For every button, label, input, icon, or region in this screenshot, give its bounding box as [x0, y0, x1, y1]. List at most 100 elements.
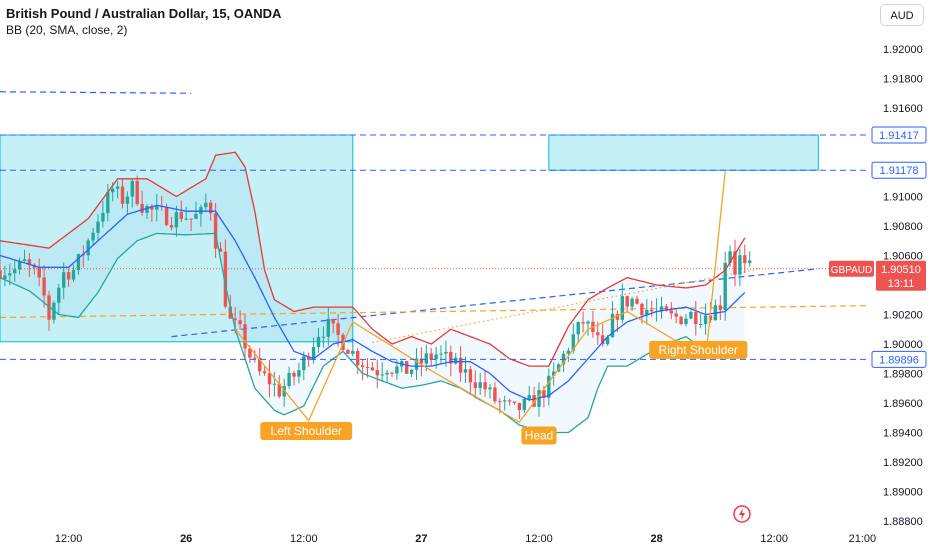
candle	[444, 351, 448, 354]
candle	[302, 356, 306, 371]
bb-upper-line	[0, 151, 746, 367]
level-price-label-box	[871, 350, 927, 368]
candle	[669, 310, 673, 314]
candle	[135, 180, 139, 204]
annotation-box	[521, 426, 557, 445]
symbol-label-box	[829, 260, 874, 277]
chart-title: British Pound / Australian Dollar, 15, O…	[6, 6, 282, 21]
candle	[22, 259, 27, 261]
time-tick-label: 12:00	[760, 533, 788, 545]
candle	[316, 336, 321, 348]
candle	[743, 255, 747, 264]
price-tick-label: 1.92000	[883, 44, 923, 56]
zone-rectangle	[548, 134, 819, 171]
bb-fill	[0, 152, 745, 433]
candle	[0, 270, 2, 280]
price-tick-label: 1.90600	[883, 251, 923, 263]
candle	[498, 401, 502, 403]
candle	[458, 357, 463, 373]
candle	[96, 221, 100, 233]
candle	[282, 386, 286, 397]
candle	[204, 202, 208, 208]
currency-button[interactable]: AUD	[880, 4, 924, 26]
candle	[111, 188, 115, 193]
candle	[238, 320, 242, 325]
time-tick-label: 12:00	[525, 533, 553, 545]
symbol-label: GBPAUD	[831, 265, 873, 276]
candle	[13, 269, 17, 274]
candle	[689, 312, 693, 319]
candle	[664, 306, 669, 311]
candle	[228, 306, 232, 319]
candle	[503, 400, 507, 402]
candle	[336, 323, 340, 335]
candle	[733, 251, 737, 275]
candle	[115, 186, 120, 189]
candle	[223, 251, 228, 307]
price-tick-label: 1.89000	[883, 487, 923, 499]
candle	[47, 295, 51, 320]
candle	[468, 369, 473, 383]
trendline	[0, 91, 192, 94]
level-price-label-box	[871, 126, 927, 144]
candle	[365, 366, 370, 368]
candle	[233, 318, 237, 321]
annotation-label: Left Shoulder	[271, 424, 342, 438]
candle	[248, 348, 252, 358]
candle	[620, 296, 624, 320]
candle	[125, 196, 130, 204]
candle	[449, 351, 453, 364]
candle	[738, 255, 742, 275]
price-tick-label: 1.90200	[883, 310, 923, 322]
price-tick-label: 1.89600	[883, 398, 923, 410]
candle	[174, 212, 179, 228]
candle	[164, 206, 169, 226]
candle	[292, 372, 296, 377]
candle	[307, 356, 311, 360]
indicator-label[interactable]: BB (20, SMA, close, 2)	[6, 23, 128, 37]
candle	[610, 313, 615, 338]
candle	[179, 212, 183, 219]
price-tick-label: 1.90000	[883, 339, 923, 351]
price-tick-label: 1.90800	[883, 221, 923, 233]
time-tick-label: 12:00	[55, 533, 83, 545]
candle	[571, 334, 575, 351]
level-price-label: 1.91417	[879, 130, 919, 142]
candle	[17, 260, 22, 270]
candle	[356, 350, 360, 366]
candle	[454, 357, 458, 364]
candle	[517, 402, 522, 410]
time-tick-label: 28	[650, 533, 662, 545]
candle	[253, 357, 257, 359]
candle	[679, 316, 683, 325]
candle	[390, 372, 394, 374]
candle	[385, 372, 389, 375]
candle	[145, 205, 149, 213]
candle	[66, 272, 71, 280]
candle	[76, 254, 81, 271]
flash-icon[interactable]	[732, 504, 752, 524]
candle	[424, 353, 428, 364]
candle	[703, 315, 708, 325]
candle	[272, 383, 277, 385]
bb-lower-line	[0, 232, 746, 434]
candle	[101, 213, 105, 222]
candle	[596, 332, 600, 336]
candle	[91, 232, 95, 241]
candle	[267, 373, 272, 385]
candle	[321, 336, 326, 338]
candle	[351, 350, 355, 354]
candle	[326, 318, 330, 337]
candle	[120, 186, 125, 204]
candle	[375, 370, 379, 376]
candle	[184, 218, 188, 220]
candle	[297, 370, 301, 377]
candle	[3, 275, 7, 280]
countdown-label: 13:11	[888, 278, 915, 290]
candle	[659, 306, 664, 312]
candle	[473, 382, 477, 388]
candle	[209, 202, 213, 214]
candle	[483, 382, 487, 390]
candle	[566, 350, 571, 354]
